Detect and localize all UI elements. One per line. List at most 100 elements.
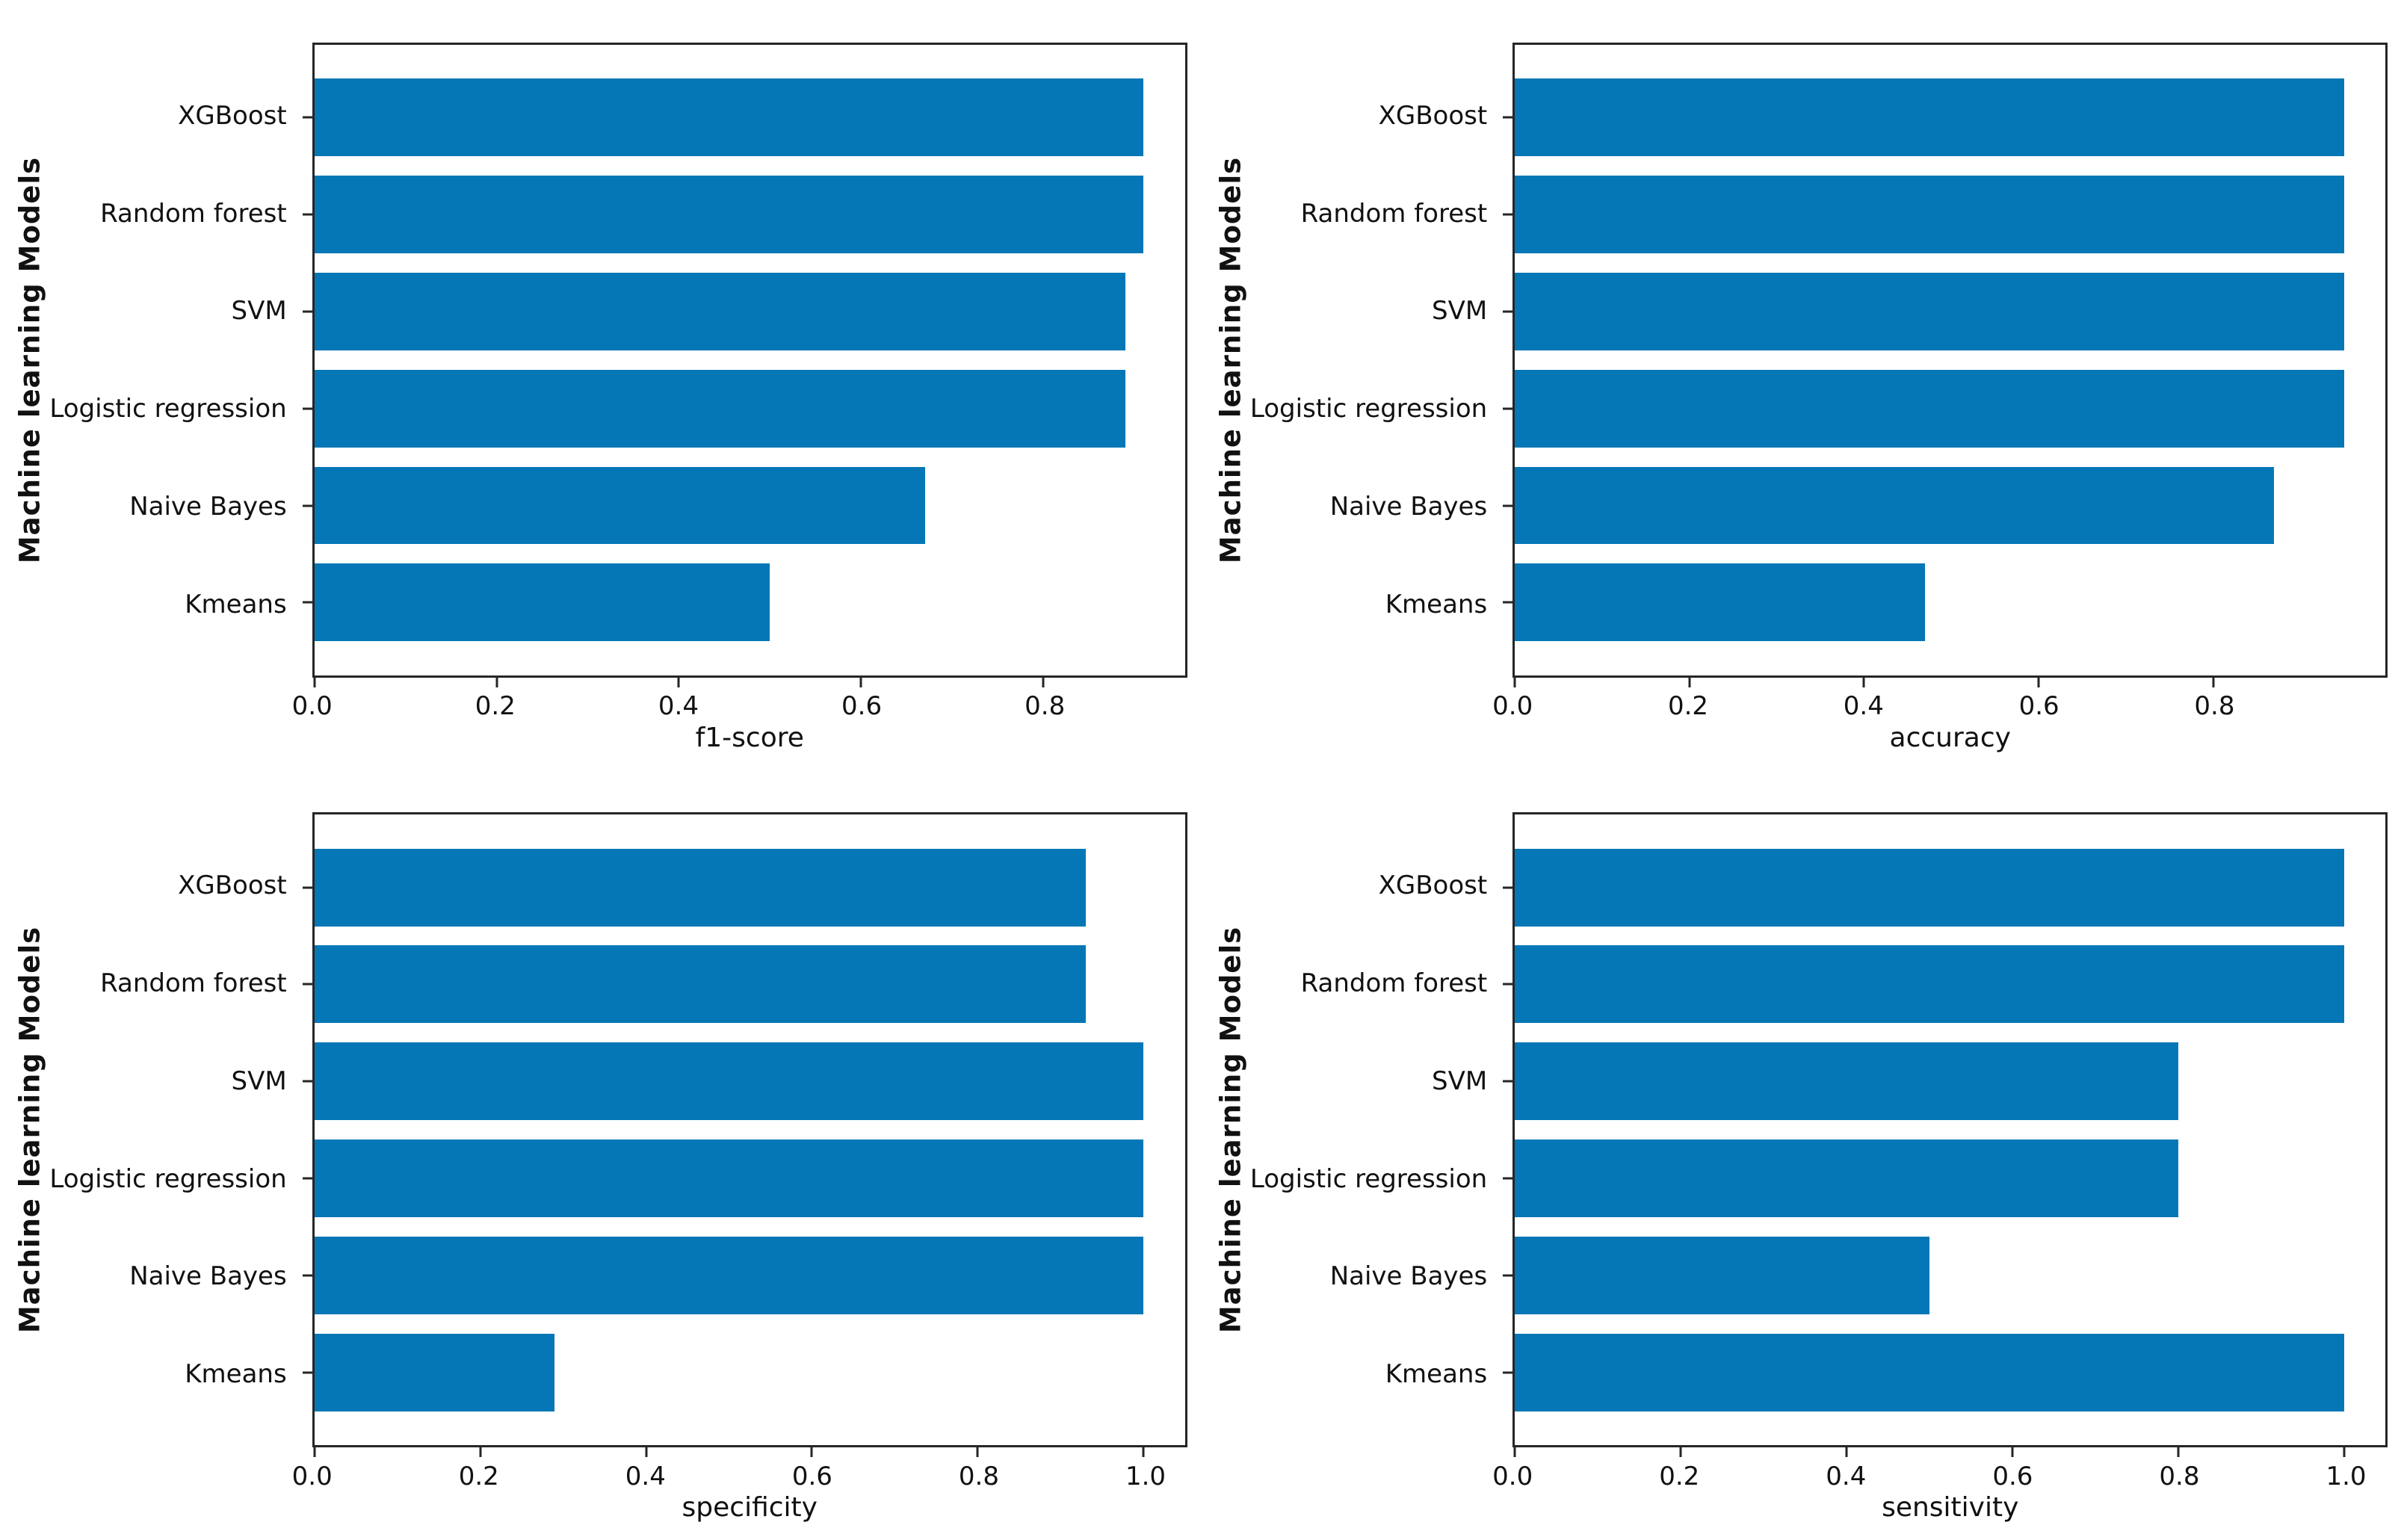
x-tick-label: 0.6	[1992, 1461, 2033, 1491]
category-axis: XGBoost Random forest SVM Logistic regressi…	[1201, 43, 1488, 678]
x-tick-label: 0.0	[1492, 1461, 1533, 1491]
x-tick-mark	[2011, 1447, 2014, 1458]
category-label: Logistic regression	[49, 394, 287, 424]
y-tick-mark	[302, 601, 312, 604]
category-label: Kmeans	[1385, 589, 1488, 619]
x-tick-label: 1.0	[1125, 1461, 1166, 1491]
bar-logistic-regression	[314, 1139, 1144, 1218]
x-tick-label: 0.2	[475, 691, 516, 722]
category-label: XGBoost	[1378, 870, 1488, 901]
category-label: XGBoost	[178, 870, 287, 901]
bar-logistic-regression	[1515, 369, 2344, 448]
x-tick-mark	[2343, 1447, 2346, 1458]
x-tick-mark	[1862, 677, 1865, 687]
y-tick-mark	[1503, 601, 1513, 604]
category-label: Kmeans	[185, 1359, 287, 1390]
y-tick-mark	[1503, 886, 1513, 889]
x-tick-mark	[1513, 1447, 1516, 1458]
bar-xgboost	[314, 848, 1086, 927]
bar-naive-bayes	[1515, 1237, 1929, 1314]
bar-svm	[1515, 272, 2344, 350]
bar-naive-bayes	[1515, 466, 2275, 545]
category-label: SVM	[1432, 1066, 1488, 1096]
category-label: Kmeans	[1385, 1359, 1488, 1390]
category-label: Random forest	[100, 198, 287, 229]
bar-naive-bayes	[314, 466, 925, 545]
x-tick-label: 0.8	[958, 1461, 1000, 1491]
y-tick-mark	[302, 1274, 312, 1277]
x-axis-ticks: 0.0 0.2 0.4 0.6 0.8	[292, 690, 1187, 722]
x-tick-mark	[313, 677, 316, 687]
bar-random-forest	[1515, 945, 2344, 1024]
x-tick-mark	[1845, 1447, 1848, 1458]
subplot-accuracy: Machine learning Models XGBoost Random fo…	[1201, 0, 2401, 770]
x-tick-mark	[1513, 677, 1516, 687]
y-tick-mark	[302, 1371, 312, 1374]
category-label: Logistic regression	[1249, 1163, 1488, 1194]
x-tick-mark	[495, 677, 498, 687]
category-label: Naive Bayes	[129, 1261, 287, 1292]
x-tick-label: 1.0	[2326, 1461, 2367, 1491]
category-label: SVM	[231, 296, 287, 327]
bar-kmeans	[1515, 563, 1926, 642]
y-tick-mark	[1503, 116, 1513, 119]
y-tick-mark	[302, 886, 312, 889]
bar-svm	[314, 1042, 1144, 1121]
bar-kmeans	[314, 1333, 555, 1411]
x-tick-mark	[2037, 677, 2040, 687]
category-label: Naive Bayes	[1329, 491, 1488, 522]
category-axis: XGBoost Random forest SVM Logistic regressi…	[0, 812, 287, 1447]
x-tick-label: 0.4	[1826, 1461, 1867, 1491]
bar-xgboost	[1515, 848, 2344, 927]
y-tick-mark	[1503, 1177, 1513, 1180]
x-tick-mark	[645, 1447, 648, 1458]
y-tick-mark	[302, 213, 312, 216]
x-tick-mark	[1679, 1447, 1682, 1458]
x-tick-mark	[1142, 1447, 1145, 1458]
x-tick-mark	[2177, 1447, 2180, 1458]
y-tick-mark	[1503, 1274, 1513, 1277]
bar-xgboost	[1515, 78, 2344, 157]
subplot-sensitivity: Machine learning Models XGBoost Random fo…	[1201, 770, 2401, 1540]
y-tick-mark	[302, 310, 312, 313]
x-tick-label: 0.8	[2194, 691, 2235, 722]
y-tick-mark	[1503, 213, 1513, 216]
category-label: Random forest	[1300, 968, 1488, 999]
category-label: Naive Bayes	[1329, 1261, 1488, 1292]
y-tick-mark	[302, 116, 312, 119]
y-tick-mark	[302, 1080, 312, 1083]
x-tick-mark	[677, 677, 680, 687]
x-tick-mark	[976, 1447, 979, 1458]
x-tick-label: 0.0	[291, 691, 333, 722]
category-label: SVM	[1432, 296, 1488, 327]
x-tick-mark	[1688, 677, 1691, 687]
y-tick-mark	[302, 407, 312, 410]
x-tick-mark	[1042, 677, 1045, 687]
plot-area	[302, 812, 1187, 1458]
category-axis: XGBoost Random forest SVM Logistic regressi…	[0, 43, 287, 678]
x-tick-label: 0.4	[1843, 691, 1884, 722]
y-tick-mark	[1503, 407, 1513, 410]
x-tick-label: 0.6	[841, 691, 883, 722]
x-tick-label: 0.8	[1025, 691, 1066, 722]
bar-random-forest	[314, 945, 1086, 1024]
x-tick-mark	[2212, 677, 2215, 687]
x-tick-mark	[479, 1447, 482, 1458]
y-tick-mark	[302, 983, 312, 986]
y-tick-mark	[1503, 1080, 1513, 1083]
bar-random-forest	[1515, 175, 2344, 253]
x-axis-ticks: 0.0 0.2 0.4 0.6 0.8 1.0	[1492, 1461, 2388, 1491]
x-axis-ticks: 0.0 0.2 0.4 0.6 0.8	[1492, 690, 2388, 722]
y-tick-mark	[1503, 1371, 1513, 1374]
y-tick-mark	[1503, 310, 1513, 313]
bar-xgboost	[314, 78, 1144, 157]
subplot-f1-score: Machine learning Models XGBoost Random fo…	[0, 0, 1201, 770]
x-axis-title: sensitivity	[1882, 1492, 2019, 1524]
x-axis-ticks: 0.0 0.2 0.4 0.6 0.8 1.0	[292, 1461, 1187, 1491]
bar-logistic-regression	[314, 369, 1125, 448]
x-axis-title: specificity	[682, 1492, 818, 1524]
category-label: Logistic regression	[1249, 394, 1488, 424]
category-label: Random forest	[1300, 198, 1488, 229]
category-label: Naive Bayes	[129, 491, 287, 522]
